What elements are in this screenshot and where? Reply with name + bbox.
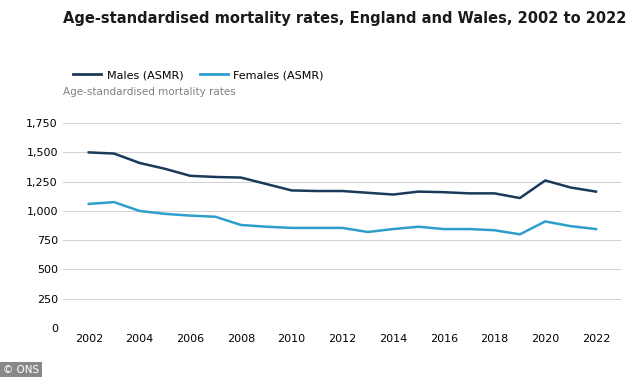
Females (ASMR) xyxy=(541,219,549,224)
Line: Males (ASMR): Males (ASMR) xyxy=(89,152,596,198)
Females (ASMR) xyxy=(110,200,118,204)
Females (ASMR) xyxy=(288,225,295,230)
Males (ASMR) xyxy=(262,182,270,186)
Males (ASMR) xyxy=(567,185,574,190)
Females (ASMR) xyxy=(364,230,372,234)
Line: Females (ASMR): Females (ASMR) xyxy=(89,202,596,234)
Text: Age-standardised mortality rates, England and Wales, 2002 to 2022: Age-standardised mortality rates, Englan… xyxy=(63,11,627,26)
Females (ASMR) xyxy=(313,225,321,230)
Males (ASMR) xyxy=(313,189,321,193)
Text: Age-standardised mortality rates: Age-standardised mortality rates xyxy=(63,87,236,97)
Females (ASMR) xyxy=(592,227,600,231)
Males (ASMR) xyxy=(415,189,422,194)
Females (ASMR) xyxy=(465,227,473,231)
Males (ASMR) xyxy=(592,189,600,194)
Females (ASMR) xyxy=(262,224,270,229)
Text: © ONS: © ONS xyxy=(3,365,39,375)
Males (ASMR) xyxy=(237,175,245,180)
Males (ASMR) xyxy=(85,150,93,155)
Females (ASMR) xyxy=(136,208,143,213)
Males (ASMR) xyxy=(491,191,498,196)
Males (ASMR) xyxy=(465,191,473,196)
Males (ASMR) xyxy=(541,178,549,183)
Males (ASMR) xyxy=(136,161,143,165)
Females (ASMR) xyxy=(339,225,346,230)
Males (ASMR) xyxy=(212,175,219,179)
Males (ASMR) xyxy=(186,173,194,178)
Males (ASMR) xyxy=(288,188,295,193)
Females (ASMR) xyxy=(567,224,574,228)
Females (ASMR) xyxy=(491,228,498,233)
Males (ASMR) xyxy=(389,192,397,197)
Legend: Males (ASMR), Females (ASMR): Males (ASMR), Females (ASMR) xyxy=(69,66,328,85)
Males (ASMR) xyxy=(161,167,169,171)
Females (ASMR) xyxy=(440,227,448,231)
Females (ASMR) xyxy=(186,213,194,218)
Males (ASMR) xyxy=(440,190,448,195)
Males (ASMR) xyxy=(339,189,346,193)
Males (ASMR) xyxy=(364,190,372,195)
Males (ASMR) xyxy=(110,151,118,156)
Females (ASMR) xyxy=(237,223,245,227)
Females (ASMR) xyxy=(212,215,219,219)
Females (ASMR) xyxy=(516,232,524,237)
Females (ASMR) xyxy=(389,227,397,231)
Females (ASMR) xyxy=(85,202,93,206)
Females (ASMR) xyxy=(161,211,169,216)
Males (ASMR) xyxy=(516,196,524,200)
Females (ASMR) xyxy=(415,224,422,229)
